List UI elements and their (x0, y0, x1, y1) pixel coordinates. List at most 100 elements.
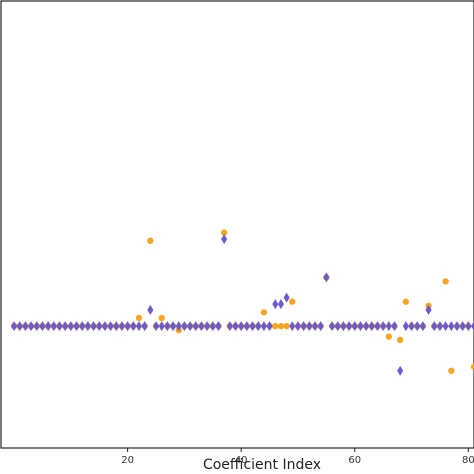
diamond-point (90, 321, 97, 332)
diamond-point (380, 321, 387, 332)
diamond-point (436, 321, 443, 332)
diamond-point (243, 321, 250, 332)
diamond-point (164, 321, 171, 332)
diamond-point (459, 321, 466, 332)
circle-point (385, 333, 393, 340)
diamond-point (448, 321, 455, 332)
diamond-point (419, 321, 426, 332)
diamond-point (135, 321, 142, 332)
circle-point (277, 322, 285, 330)
diamond-point (368, 321, 375, 332)
diamond-point (181, 321, 188, 332)
diamond-point (374, 321, 381, 332)
diamond-point (221, 234, 228, 245)
x-axis-ticks: 20 40 60 80 (121, 448, 474, 466)
x-tick-label: 60 (348, 455, 361, 466)
diamond-point (289, 321, 296, 332)
circle-point (402, 298, 410, 305)
diamond-point (277, 299, 284, 310)
x-tick-label: 20 (121, 455, 134, 466)
diamond-point (187, 321, 194, 332)
circle-point (448, 367, 455, 374)
diamond-point (39, 321, 46, 332)
diamond-point (198, 321, 205, 332)
diamond-point (96, 321, 103, 332)
diamond-point (84, 321, 91, 332)
diamond-point (153, 321, 160, 332)
diamond-point (272, 299, 279, 310)
diamond-point (147, 304, 154, 315)
diamond-point (113, 321, 120, 332)
diamond-point (266, 321, 273, 332)
diamond-point (442, 321, 449, 332)
diamond-point (204, 321, 211, 332)
diamond-point (73, 321, 80, 332)
circle-point (260, 309, 268, 316)
diamond-point (107, 321, 114, 332)
diamond-point (249, 321, 256, 332)
diamond-point (357, 321, 364, 332)
diamond-point (56, 321, 63, 332)
diamond-point (50, 321, 57, 332)
diamond-point (425, 304, 432, 315)
circle-point (272, 322, 279, 330)
diamond-point (16, 321, 23, 332)
diamond-series (11, 234, 474, 376)
circle-point (470, 363, 474, 370)
x-tick-label: 40 (235, 455, 248, 466)
circle-point (289, 298, 296, 305)
diamond-point (22, 321, 29, 332)
diamond-point (130, 321, 137, 332)
diamond-point (391, 321, 398, 332)
diamond-point (158, 321, 165, 332)
circle-point (220, 229, 228, 236)
diamond-point (385, 321, 392, 332)
circle-point (396, 336, 404, 344)
diamond-point (255, 321, 262, 332)
diamond-point (414, 321, 421, 332)
diamond-point (33, 321, 40, 332)
diamond-point (294, 321, 301, 332)
diamond-point (62, 321, 69, 332)
diamond-point (118, 321, 125, 332)
circle-point (442, 278, 449, 285)
diamond-point (323, 272, 330, 283)
diamond-point (141, 321, 148, 332)
diamond-point (453, 321, 460, 332)
diamond-point (175, 321, 182, 332)
diamond-point (408, 321, 415, 332)
x-tick-label: 80 (462, 455, 474, 466)
diamond-point (351, 321, 358, 332)
circle-point (283, 322, 290, 330)
diamond-point (101, 321, 108, 332)
diamond-point (300, 321, 307, 332)
diamond-point (11, 321, 18, 332)
diamond-point (471, 321, 474, 332)
circle-point (158, 314, 165, 322)
diamond-point (192, 321, 199, 332)
diamond-point (465, 321, 472, 332)
diamond-point (283, 292, 290, 303)
x-axis-title: Coefficient Index (203, 457, 321, 473)
diamond-point (209, 321, 216, 332)
diamond-point (340, 321, 347, 332)
diamond-point (45, 321, 52, 332)
diamond-point (170, 321, 177, 332)
diamond-point (79, 321, 86, 332)
diamond-point (124, 321, 131, 332)
diamond-point (346, 321, 353, 332)
diamond-point (317, 321, 324, 332)
diamond-point (238, 321, 245, 332)
diamond-point (312, 321, 319, 332)
diamond-point (260, 321, 267, 332)
diamond-point (306, 321, 313, 332)
circle-point (147, 237, 154, 244)
diamond-point (363, 321, 370, 332)
diamond-point (232, 321, 239, 332)
diamond-point (431, 321, 438, 332)
diamond-point (402, 321, 409, 332)
diamond-point (215, 321, 222, 332)
circle-point (135, 314, 143, 322)
diamond-point (226, 321, 233, 332)
